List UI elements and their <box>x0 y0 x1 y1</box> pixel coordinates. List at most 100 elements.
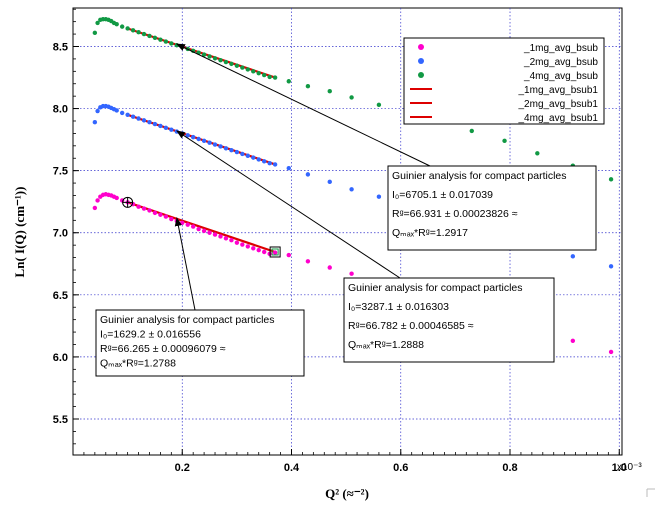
data-point <box>201 138 207 144</box>
data-point <box>251 246 256 251</box>
data-point <box>608 177 614 182</box>
annotation-line: Rᵍ=66.931 ± 0.00023826 ≈ <box>392 208 518 220</box>
data-point <box>535 151 540 156</box>
data-point <box>223 146 229 151</box>
data-point <box>196 226 201 232</box>
data-point <box>180 220 185 226</box>
data-point <box>245 67 251 72</box>
legend-label: _4mg_avg_bsub <box>523 71 598 82</box>
x-tick-label: 0.6 <box>393 462 408 474</box>
data-point <box>286 165 291 171</box>
data-point <box>136 116 141 121</box>
data-point <box>114 21 119 27</box>
legend-label: _2mg_avg_bsub1 <box>517 99 598 110</box>
annotation-line: Qₘₐₓ*Rᵍ=1.2788 <box>100 358 176 370</box>
data-point <box>169 216 174 222</box>
data-point <box>261 72 267 78</box>
data-point <box>218 144 223 149</box>
annotation-arrow <box>174 216 196 311</box>
data-point <box>196 136 201 142</box>
data-point <box>305 259 311 264</box>
data-point <box>272 75 278 80</box>
legend-label: _4mg_avg_bsub1 <box>517 113 598 124</box>
data-point <box>502 138 507 144</box>
data-point <box>207 54 212 59</box>
annotation-box: Guinier analysis for compact particles I₀… <box>387 165 597 251</box>
annotation-line: I₀=6705.1 ± 0.017039 <box>392 189 493 201</box>
y-axis-label: Ln( I(Q) (cm⁻¹)) <box>12 187 27 278</box>
data-point <box>212 232 218 237</box>
data-point <box>152 121 158 127</box>
cursor-markers <box>122 196 281 258</box>
data-point <box>240 242 245 247</box>
data-point <box>130 28 136 33</box>
x-axis-label: Q² (≈⁻²) <box>325 486 369 501</box>
legend: _1mg_avg_bsub _2mg_avg_bsub _4mg_avg_bsub _… <box>403 37 605 125</box>
data-point <box>349 271 354 276</box>
data-point <box>229 237 234 243</box>
data-point <box>469 128 474 134</box>
y-tick-label: 6.0 <box>53 352 68 364</box>
data-point <box>272 250 278 255</box>
data-point <box>245 153 251 158</box>
y-tick-label: 7.0 <box>53 228 68 240</box>
data-point <box>229 147 234 153</box>
data-point <box>267 161 272 166</box>
data-point <box>136 30 141 35</box>
data-point <box>190 224 196 229</box>
fit-line <box>127 201 276 254</box>
data-point <box>119 110 125 116</box>
data-point <box>158 212 163 217</box>
annotation-line: Qₘₐₓ*Rᵍ=1.2888 <box>348 339 424 351</box>
data-point <box>286 252 291 258</box>
data-point <box>147 120 152 125</box>
data-point <box>114 195 119 201</box>
data-point <box>190 134 196 140</box>
cursor-b <box>269 246 281 258</box>
data-point <box>286 79 291 84</box>
annotation-line: Guinier analysis for compact particles <box>392 170 567 182</box>
data-point <box>95 198 100 203</box>
x-multiplier-label: x10⁻³ <box>617 462 642 473</box>
data-point <box>163 39 169 44</box>
legend-label: _2mg_avg_bsub <box>523 57 598 68</box>
annotation-frame <box>95 309 305 377</box>
data-point <box>201 52 207 57</box>
legend-label: _1mg_avg_bsub1 <box>517 85 598 96</box>
data-point <box>261 249 267 255</box>
axis-ticks: 0.2 0.4 0.6 0.8 1.0 5.5 6.0 6.5 7.0 7.5 8.0 8.5 <box>53 8 627 474</box>
y-tick-label: 7.5 <box>53 166 68 178</box>
annotations: Guinier analysis for compact particles I₀… <box>95 165 597 377</box>
data-point <box>141 118 147 123</box>
annotation-line: I₀=3287.1 ± 0.016303 <box>348 301 449 313</box>
data-point <box>349 187 354 192</box>
x-tick-label: 0.8 <box>502 462 517 474</box>
data-point <box>608 349 614 355</box>
annotation-arrow <box>175 43 431 167</box>
annotation-line: Qₘₐₓ*Rᵍ=1.2917 <box>392 227 468 239</box>
data-point <box>256 70 261 76</box>
legend-swatch <box>418 44 424 50</box>
data-point <box>136 204 141 209</box>
cursor-b-inner <box>271 248 279 256</box>
data-point <box>92 205 98 211</box>
data-point <box>272 162 278 167</box>
data-point <box>95 20 100 26</box>
data-point <box>163 125 169 131</box>
data-point <box>92 120 98 125</box>
data-point <box>327 179 332 185</box>
annotation-line: Guinier analysis for compact particles <box>100 314 275 326</box>
data-point <box>376 194 382 199</box>
data-point <box>185 222 190 227</box>
data-point <box>261 159 267 164</box>
data-point <box>141 206 147 211</box>
corner-mark <box>646 488 655 497</box>
data-points <box>92 16 614 355</box>
annotation-arrow <box>176 130 401 279</box>
data-point <box>218 234 223 239</box>
data-point <box>251 155 256 160</box>
data-point <box>212 56 218 61</box>
data-point <box>327 265 332 270</box>
data-point <box>207 140 212 145</box>
